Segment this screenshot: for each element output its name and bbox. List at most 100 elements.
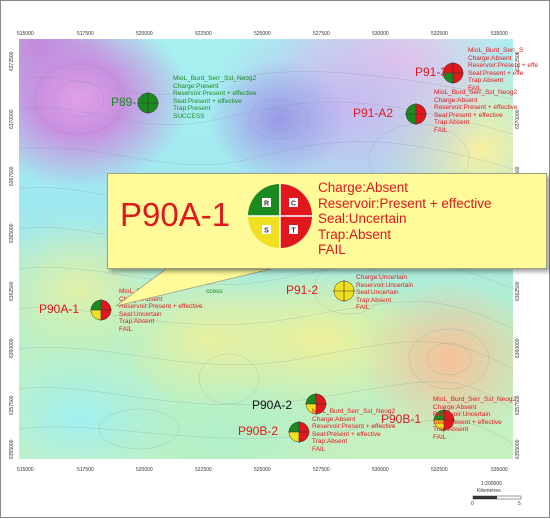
well-risk-line: Seal:Present + effective — [173, 97, 242, 105]
well-risk-line: Charge:Absent — [434, 96, 478, 104]
well-symbol-p90a-2[interactable] — [305, 393, 327, 415]
well-name-p90b-1[interactable]: P90B-1 — [381, 412, 422, 426]
well-risk-line: FAIL — [119, 325, 133, 333]
overlapped-label: ccess — [206, 288, 223, 295]
callout-line: Reservoir:Present + effective — [318, 195, 492, 211]
callout-risk-lines: Charge:Absent Reservoir:Present + effect… — [318, 180, 491, 258]
well-risk-line: Reservoir:Present + effective — [312, 423, 396, 430]
well-risk-line: MioL_Burd_Serr_Sst_Neog2 — [433, 396, 517, 403]
well-risk-line: Charge:Uncertain — [356, 274, 407, 281]
well-risk-line: Trap:Absent — [434, 119, 470, 126]
well-risk-line: Trap:Present — [173, 105, 211, 112]
well-symbol-p89-1[interactable] — [137, 92, 159, 114]
x-tick-label: 530000 — [372, 31, 389, 37]
x-tick-label: 522500 — [195, 31, 212, 37]
x-tick-label: 520000 — [136, 467, 153, 473]
well-risk-line: Reservoir:Uncertain — [356, 281, 414, 289]
y-tick-label: 6362500 — [9, 281, 15, 301]
well-risk-line: FAIL — [356, 304, 370, 311]
x-tick-label: 527500 — [313, 467, 330, 473]
x-tick-label: 522500 — [195, 467, 212, 473]
y-tick-label: 6362500 — [515, 281, 521, 301]
x-tick-label: 520000 — [136, 31, 153, 37]
callout-line: FAIL — [318, 242, 346, 257]
svg-text:S: S — [264, 228, 269, 235]
well-name-p91-2[interactable]: P91-2 — [286, 283, 319, 297]
callout-well-name: P90A-1 — [120, 196, 231, 233]
well-risk-line: Seal:Present + effective — [434, 111, 503, 119]
y-tick-label: 6367500 — [9, 166, 15, 186]
x-tick-label: 515000 — [17, 467, 34, 473]
well-symbol-p91-a2[interactable] — [405, 103, 427, 125]
well-risk-line: Charge:Absent — [433, 403, 477, 411]
scale-bar-graphic — [472, 495, 522, 500]
well-risk-line: SUCCESS — [173, 112, 205, 120]
well-symbol-p91-2[interactable] — [333, 280, 355, 302]
y-tick-label: 6357500 — [9, 395, 15, 415]
well-risk-line: Reservoir:Present + effective — [119, 303, 203, 310]
well-risk-line: Seal:Present + effective — [433, 418, 502, 426]
well-risk-line: MioL_Burd_ — [119, 288, 155, 295]
well-risk-summary-p90a-2: MioL_Burd_Serr_Sst_Neog2 Charge:Absent Res… — [312, 408, 396, 453]
scale-tick-5: 5 — [518, 501, 521, 507]
callout-line: Trap:Absent — [318, 226, 392, 242]
well-risk-line: Charge:Absent — [468, 54, 512, 62]
well-risk-line: MioL_Burd_Serr_Sst_Neog2 — [312, 408, 396, 415]
x-tick-label: 525000 — [254, 31, 271, 37]
well-symbol-p90b-2[interactable] — [288, 421, 310, 443]
well-risk-line: Seal:Uncertain — [356, 289, 399, 296]
well-risk-line: MioL_Burd_Serr_S — [468, 47, 524, 54]
x-tick-label: 515000 — [17, 31, 34, 37]
well-risk-line: Reservoir:Present + effe — [468, 62, 539, 69]
well-risk-summary-p91-2: Charge:Uncertain Reservoir:Uncertain Seal:… — [356, 274, 413, 312]
well-risk-line: FAIL — [433, 433, 447, 441]
x-tick-label: 532500 — [431, 31, 448, 37]
well-risk-line: FAIL — [312, 445, 326, 453]
well-risk-line: Trap:Absent — [356, 296, 392, 304]
well-risk-line: Trap:Absent — [433, 426, 469, 433]
well-risk-summary-p89-1: MioL_Burd_Serr_Sst_Neog2 Charge:Present Re… — [173, 75, 257, 120]
well-name-p91-3[interactable]: P91-3 — [415, 65, 448, 79]
well-risk-line: Seal:Uncertain — [119, 310, 162, 318]
well-symbol-p90a-1[interactable] — [90, 299, 112, 321]
well-name-p90a-1[interactable]: P90A-1 — [39, 302, 80, 316]
well-risk-summary-p90b-1: MioL_Burd_Serr_Sst_Neog2 Charge:Absent Res… — [433, 396, 516, 441]
svg-text:C: C — [291, 201, 296, 208]
x-tick-label: 527500 — [313, 31, 330, 37]
x-tick-label: 535000 — [491, 31, 508, 37]
x-tick-label: 530000 — [372, 467, 389, 473]
well-risk-summary-p91-a2: MioL_Burd_Serr_Sst_Neog2 Charge:Absent Res… — [434, 89, 518, 134]
well-risk-line: FAIL — [434, 126, 448, 134]
callout-line: Seal:Uncertain — [318, 211, 407, 226]
well-name-p91-a2[interactable]: P91-A2 — [353, 106, 394, 120]
scale-ratio: 1:200000 — [481, 481, 502, 487]
well-symbol-p91-3[interactable] — [442, 62, 464, 84]
y-tick-label: 6372500 — [9, 51, 15, 71]
y-tick-label: 6360000 — [9, 338, 15, 358]
well-name-p90b-2[interactable]: P90B-2 — [238, 424, 279, 438]
scale-tick-0: 0 — [471, 501, 474, 507]
well-risk-line: Reservoir:Present + effective — [434, 104, 518, 111]
well-name-p90a-2[interactable]: P90A-2 — [252, 398, 293, 412]
callout-well-symbol: R C S T — [248, 184, 312, 248]
well-risk-line: Reservoir:Present + effective — [173, 90, 257, 97]
x-tick-label: 532500 — [431, 467, 448, 473]
y-tick-label: 6365000 — [9, 223, 15, 243]
well-risk-line: Seal:Present + effective — [312, 430, 381, 438]
scale-unit: Kilometres — [477, 488, 501, 494]
well-risk-line: MioL_Burd_Serr_Sst_Neog2 — [434, 89, 518, 96]
well-risk-summary-p90a-1: MioL_Burd_ Charge:Absent Reservoir:Present… — [119, 288, 203, 333]
well-risk-line: Seal:Present + effe — [468, 69, 524, 77]
y-tick-label: 6355000 — [515, 439, 521, 459]
well-symbol-p90b-1[interactable] — [433, 409, 455, 431]
well-risk-line: Trap:Absent — [312, 438, 348, 445]
well-risk-summary-p91-3: MioL_Burd_Serr_S Charge:Absent Reservoir:P… — [468, 47, 538, 92]
svg-text:T: T — [291, 228, 296, 235]
svg-text:R: R — [264, 201, 269, 208]
y-tick-label: 6360000 — [515, 338, 521, 358]
well-risk-line: Charge:Absent — [312, 415, 356, 423]
y-tick-label: 6355000 — [9, 439, 15, 459]
well-risk-line: Charge:Present — [173, 82, 219, 90]
well-name-p89-1[interactable]: P89-1 — [111, 95, 144, 109]
